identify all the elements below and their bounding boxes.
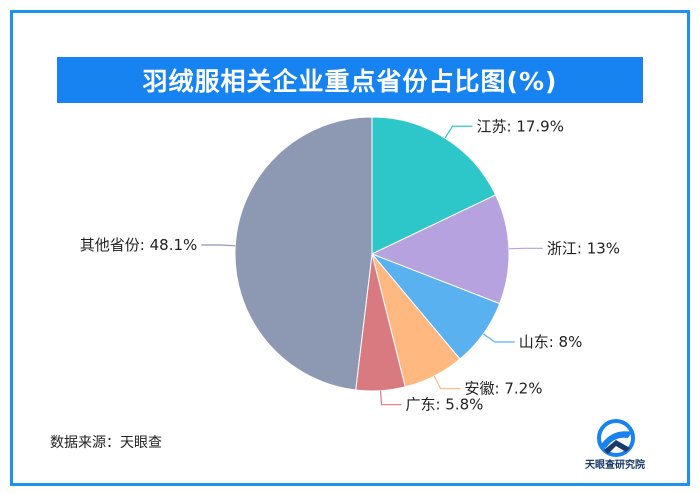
chart-title: 羽绒服相关企业重点省份占比图(%) bbox=[57, 57, 643, 103]
pie-label-2: 山东: 8% bbox=[519, 333, 583, 351]
pie-label-0: 江苏: 17.9% bbox=[477, 117, 564, 135]
pie-leader-2 bbox=[482, 333, 515, 343]
pie-leader-0 bbox=[444, 125, 473, 139]
pie-label-1: 浙江: 13% bbox=[547, 239, 620, 257]
pie-leader-1 bbox=[508, 247, 543, 250]
pie-slices bbox=[234, 116, 510, 392]
logo-text: 天眼查研究院 bbox=[585, 460, 645, 471]
pie-slice-1 bbox=[370, 194, 510, 305]
pie-label-3: 安徽: 7.2% bbox=[465, 380, 543, 398]
pie-leader-lines bbox=[201, 125, 543, 406]
pie-label-5: 其他省份: 48.1% bbox=[80, 236, 197, 254]
pie-leader-5 bbox=[201, 244, 236, 247]
pie-leader-3 bbox=[433, 375, 461, 390]
data-source: 数据来源：天眼查 bbox=[50, 435, 162, 451]
pie-label-4: 广东: 5.8% bbox=[405, 396, 483, 414]
pie-leader-4 bbox=[380, 390, 402, 406]
pie-slice-0 bbox=[371, 116, 497, 255]
pie-labels: 江苏: 17.9% 浙江: 13% 山东: 8% 安徽: 7.2%广东: 5.8% 其他… bbox=[80, 117, 620, 413]
tianyancha-logo-icon bbox=[597, 419, 635, 457]
pie-slice-5 bbox=[234, 116, 373, 391]
